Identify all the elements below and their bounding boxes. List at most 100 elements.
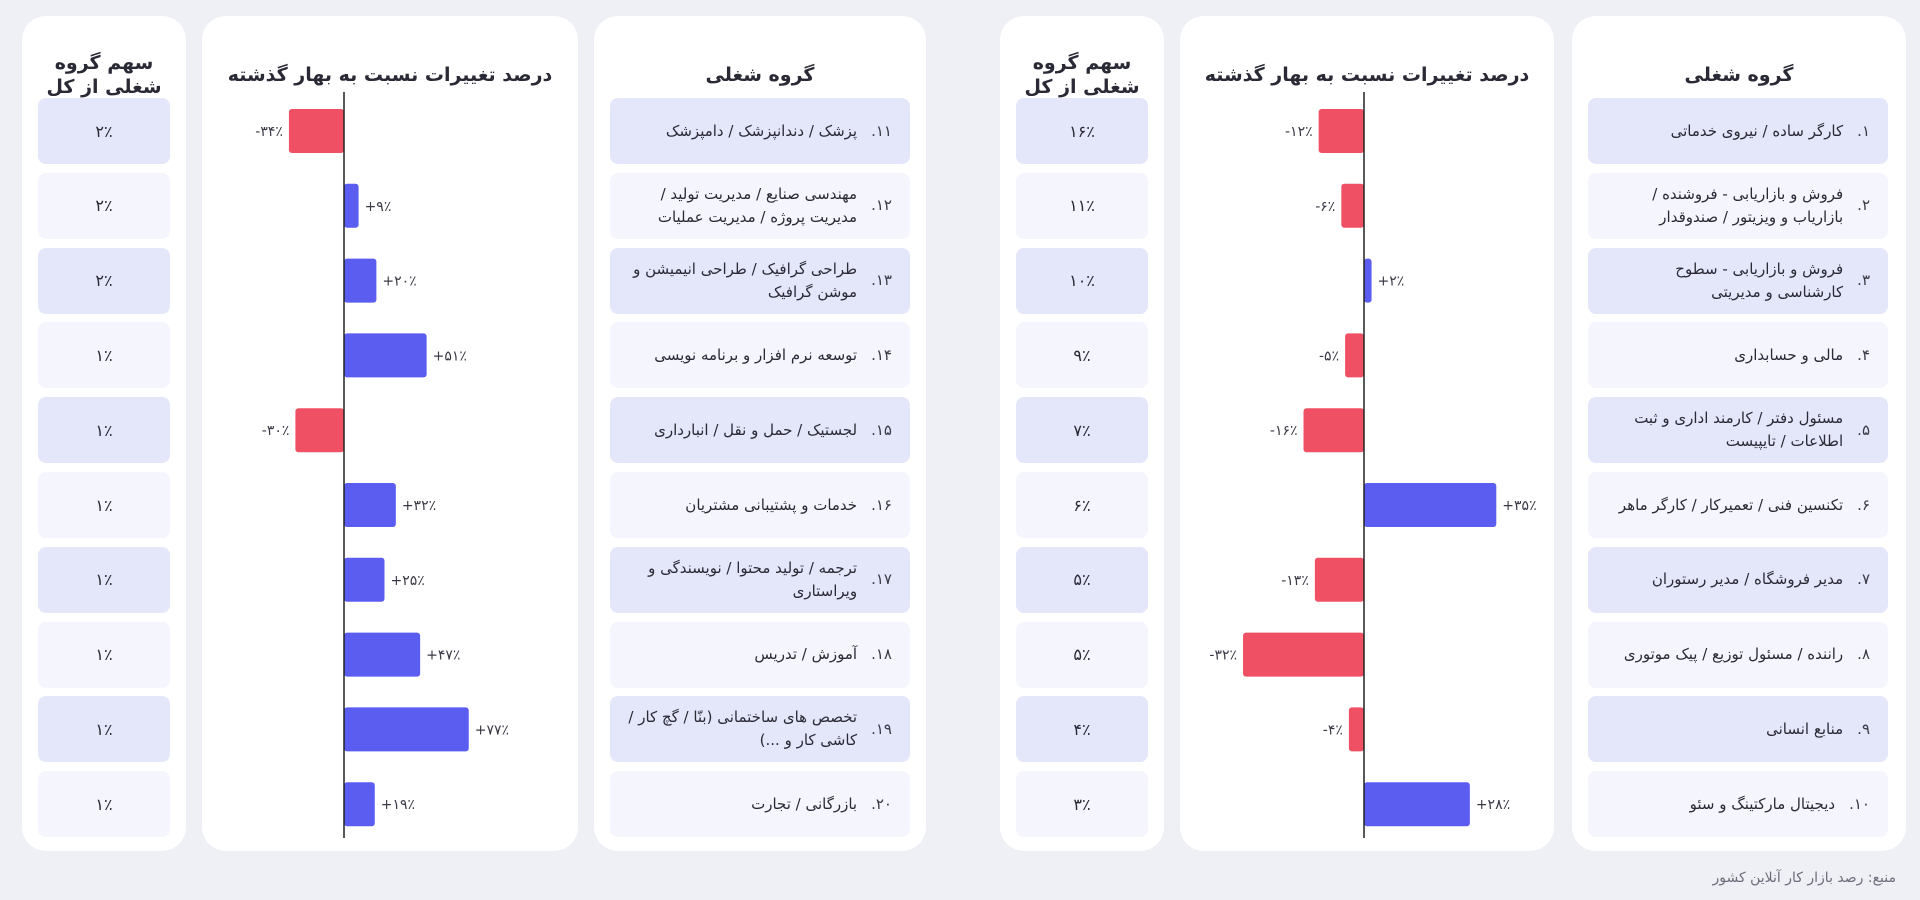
group-row: ۱۴. توسعه نرم افزار و برنامه نویسی	[610, 322, 910, 389]
group-number: ۸.	[1857, 645, 1870, 664]
group-name: بازرگانی / تجارت	[751, 794, 858, 813]
group-number: ۱۵.	[871, 420, 892, 439]
share-cell: ۵٪	[1016, 546, 1148, 613]
share-cell: ۱۰٪	[1016, 247, 1148, 314]
change-value-label: +۳۲٪	[402, 498, 436, 514]
group-row: ۱۲. مهندسی صنایع / مدیریت تولید / مدیریت …	[610, 172, 910, 239]
change-bar	[344, 557, 385, 602]
group-number: ۴.	[1857, 345, 1870, 364]
change-bar-chart: -۱۲٪ -۶٪ +۲٪ -۵٪ -۱۶٪ +۳۵٪ -۱۳٪ -۳۲٪ -۴٪ +۲۸٪	[1209, 92, 1537, 838]
group-number: ۷.	[1857, 570, 1870, 589]
change-bar	[288, 109, 344, 153]
change-value-label: +۲۸٪	[1476, 797, 1510, 813]
group-number: ۱۳.	[871, 271, 892, 290]
group-name: مهندسی صنایع / مدیریت تولید / مدیریت پرو…	[657, 184, 858, 226]
change-header: درصد تغییرات نسبت به بهار گذشته	[1204, 64, 1530, 86]
change-bar	[295, 408, 344, 453]
group-name: فروش و بازاریابی - سطوح کارشناسی و مدیری…	[1675, 259, 1844, 301]
change-value-label: -۳۰٪	[262, 423, 290, 439]
change-value-label: +۱۹٪	[381, 797, 415, 813]
group-row: ۲۰. بازرگانی / تجارت	[610, 771, 910, 838]
change-bar	[1341, 183, 1364, 228]
share-cell: ۱٪	[38, 771, 170, 838]
group-number: ۶.	[1857, 495, 1870, 514]
group-header: گروه شغلی	[705, 64, 815, 86]
share-cell: ۲٪	[38, 98, 170, 164]
change-value-label: +۳۵٪	[1502, 498, 1536, 514]
change-bar	[344, 632, 421, 677]
group-name: فروش و بازاریابی - فروشنده / بازاریاب و …	[1652, 184, 1844, 226]
change-bar	[344, 183, 359, 228]
group-row: ۷. مدیر فروشگاه / مدیر رستوران	[1588, 546, 1888, 613]
group-name: توسعه نرم افزار و برنامه نویسی	[654, 345, 858, 364]
share-cell: ۱۶٪	[1016, 98, 1148, 164]
group-row: ۱۳. طراحی گرافیک / طراحی انیمیشن و موشن گ…	[610, 247, 910, 314]
group-row: ۱. کارگر ساده / نیروی خدماتی	[1588, 98, 1888, 164]
group-name: مالی و حسابداری	[1734, 345, 1844, 364]
change-value-label: +۲۰٪	[382, 274, 416, 290]
change-value-label: +۲۵٪	[391, 573, 425, 589]
change-value-label: -۱۳٪	[1281, 573, 1309, 589]
change-bar-chart: -۳۴٪ +۹٪ +۲۰٪ +۵۱٪ -۳۰٪ +۳۲٪ +۲۵٪ +۴۷٪ +۷۷٪ +۱۹٪	[255, 92, 509, 838]
change-bar	[1345, 333, 1364, 378]
change-header: درصد تغییرات نسبت به بهار گذشته	[227, 64, 553, 86]
change-value-label: -۴٪	[1323, 722, 1343, 738]
group-row: ۹. منابع انسانی	[1588, 696, 1888, 763]
group-name: خدمات و پشتیبانی مشتریان	[685, 495, 858, 514]
group-row: ۱۵. لجستیک / حمل و نقل / انبارداری	[610, 397, 910, 464]
group-row: ۱۹. تخصص های ساختمانی (بنّا / گچ کار / کا…	[610, 696, 910, 763]
share-cell: ۱٪	[38, 621, 170, 688]
group-row: ۱۰. دیجیتال مارکتینگ و سئو	[1588, 771, 1888, 838]
group-name: تخصص های ساختمانی (بنّا / گچ کار / کاشی …	[628, 708, 858, 750]
share-cell: ۶٪	[1016, 472, 1148, 538]
group-row: ۴. مالی و حسابداری	[1588, 322, 1888, 389]
share-cell: ۲٪	[38, 172, 170, 239]
group-name: آموزش / تدریس	[754, 645, 858, 664]
change-bar	[344, 258, 377, 303]
change-value-label: +۷۷٪	[475, 722, 509, 738]
change-bar	[344, 333, 427, 378]
group-number: ۵.	[1857, 420, 1870, 439]
change-bar	[1364, 782, 1470, 827]
change-bar	[1303, 408, 1364, 453]
share-cell: ۹٪	[1016, 322, 1148, 389]
change-bar	[344, 782, 375, 827]
group-name: ترجمه / تولید محتوا / نویسندگی و ویراستا…	[648, 558, 858, 600]
group-name: مسئول دفتر / کارمند اداری و ثبت اطلاعات …	[1634, 409, 1844, 451]
share-cell: ۱٪	[38, 546, 170, 613]
group-number: ۱۴.	[871, 345, 892, 364]
share-header: سهم گروه شغلی از کل	[1024, 52, 1140, 98]
change-value-label: -۵٪	[1319, 348, 1339, 364]
change-card-right: درصد تغییرات نسبت به بهار گذشته	[1180, 16, 1554, 851]
source-note: منبع: رصد بازار کار آنلاین کشور	[1712, 870, 1896, 886]
group-name: کارگر ساده / نیروی خدماتی	[1670, 121, 1844, 140]
change-value-label: +۴۷٪	[426, 648, 460, 664]
share-cell: ۴٪	[1016, 696, 1148, 763]
change-value-label: -۳۲٪	[1209, 648, 1237, 664]
change-value-label: -۶٪	[1315, 199, 1335, 215]
share-cell: ۱٪	[38, 696, 170, 763]
group-row: ۱۷. ترجمه / تولید محتوا / نویسندگی و ویرا…	[610, 546, 910, 613]
group-number: ۱.	[1857, 121, 1870, 140]
group-number: ۲۰.	[871, 794, 892, 813]
change-bar	[1318, 109, 1364, 153]
group-name: راننده / مسئول توزیع / پیک موتوری	[1623, 645, 1844, 664]
group-number: ۹.	[1857, 719, 1870, 738]
group-name: دیجیتال مارکتینگ و سئو	[1689, 794, 1836, 813]
share-cell: ۱٪	[38, 397, 170, 464]
group-number: ۱۶.	[871, 495, 892, 514]
share-cell: ۱٪	[38, 472, 170, 538]
change-value-label: -۱۲٪	[1285, 124, 1313, 140]
change-bar	[344, 483, 396, 527]
share-cell: ۲٪	[38, 247, 170, 314]
group-row: ۱۶. خدمات و پشتیبانی مشتریان	[610, 472, 910, 538]
change-card-left: درصد تغییرات نسبت به بهار گذشته	[202, 16, 578, 851]
change-bar	[344, 707, 469, 752]
share-cell: ۷٪	[1016, 397, 1148, 464]
group-number: ۱۹.	[871, 719, 892, 738]
group-header: گروه شغلی	[1684, 64, 1794, 86]
change-value-label: +۲٪	[1378, 274, 1405, 290]
change-bar	[1243, 632, 1364, 677]
share-cell: ۵٪	[1016, 621, 1148, 688]
group-name: تکنسین فنی / تعمیرکار / کارگر ماهر	[1618, 495, 1844, 514]
